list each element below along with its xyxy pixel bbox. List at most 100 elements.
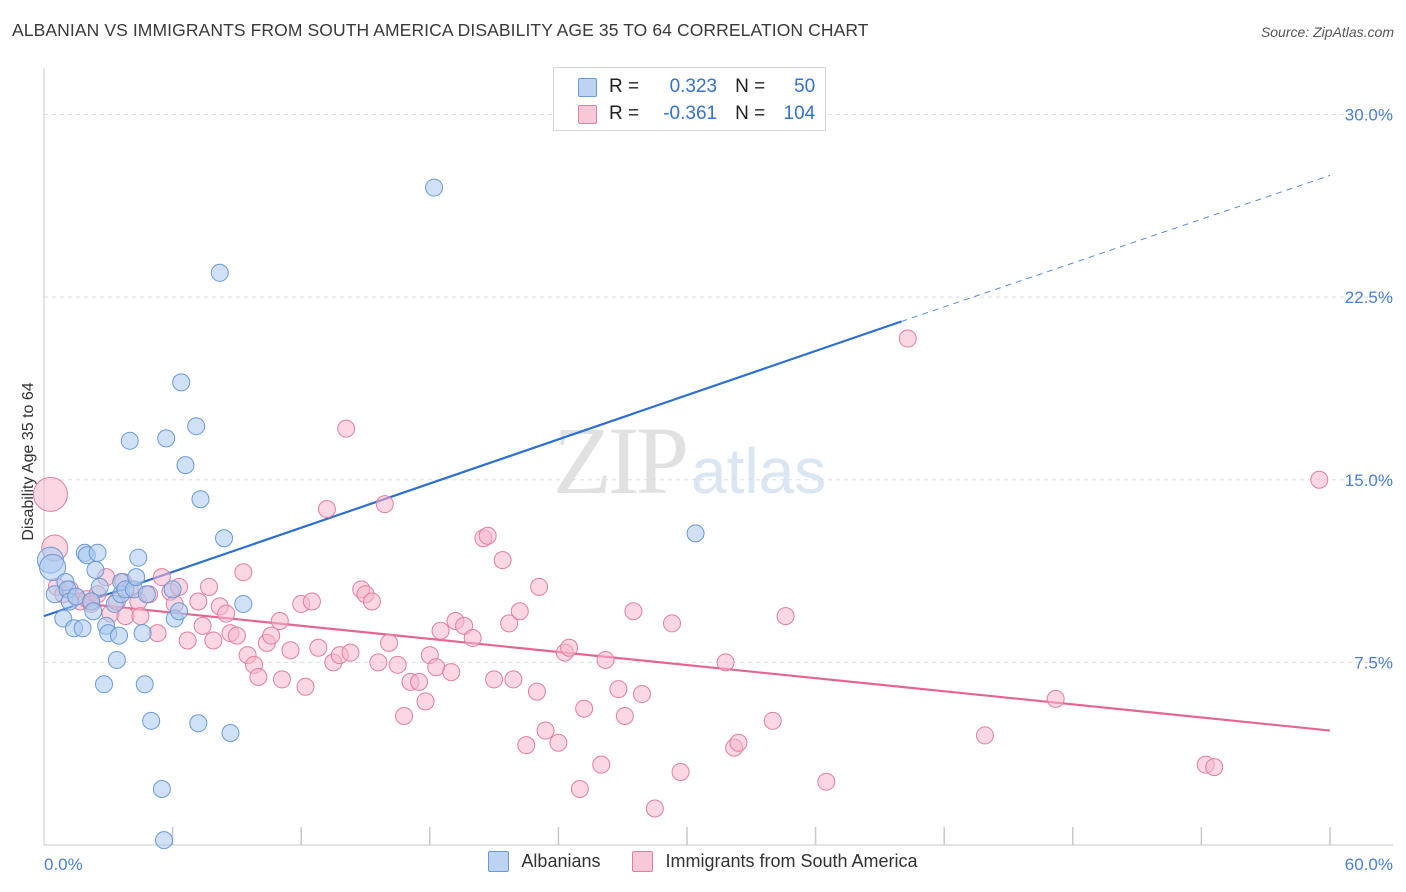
albanians-trendline — [43, 320, 902, 618]
immigrants-point — [662, 614, 681, 633]
immigrants-point — [427, 658, 446, 677]
y-tick-label: 22.5% — [1345, 288, 1393, 307]
immigrants-point — [485, 670, 504, 689]
immigrants-point — [152, 568, 171, 587]
albanians-point — [686, 524, 705, 543]
tick-labels: 7.5% 15.0% 22.5% 30.0% 0.0% 60.0% Disability A… — [20, 106, 1393, 874]
immigrants-point — [517, 736, 536, 755]
immigrants-point — [560, 638, 579, 657]
legend-n-label: N = — [735, 103, 766, 124]
y-tick-label: 7.5% — [1354, 653, 1393, 672]
immigrants-point — [395, 706, 414, 725]
legend-r-label: R = — [609, 76, 640, 97]
albanians-point — [67, 587, 86, 606]
immigrants-point — [375, 495, 394, 514]
immigrants-point — [609, 680, 628, 699]
immigrants-point — [32, 476, 68, 512]
albanians-point — [90, 577, 109, 596]
albanians-point — [73, 619, 92, 638]
immigrants-legend-swatch — [632, 851, 654, 872]
immigrants-swatch — [578, 104, 597, 124]
immigrants-points — [32, 329, 1329, 818]
series-legend: Albanians Immigrants from South America — [0, 851, 1406, 872]
immigrants-point — [217, 604, 236, 623]
albanians-point — [84, 602, 103, 621]
axes — [43, 68, 1393, 846]
immigrants-legend-label: Immigrants from South America — [665, 851, 918, 871]
immigrants-point — [527, 682, 546, 701]
albanians-point — [129, 548, 148, 567]
immigrants-point — [388, 655, 407, 674]
immigrants-point — [193, 616, 212, 635]
immigrants-point — [671, 762, 690, 781]
immigrants-point — [270, 611, 289, 630]
albanians-point — [152, 779, 171, 798]
immigrants-point — [536, 721, 555, 740]
immigrants-point — [416, 692, 435, 711]
immigrants-point — [975, 726, 994, 745]
albanians-point — [137, 585, 156, 604]
legend-r-value: -0.361 — [663, 103, 718, 124]
y-axis-title: Disability Age 35 to 64 — [20, 382, 37, 540]
legend-item-immigrants[interactable]: Immigrants from South America — [632, 851, 918, 872]
immigrants-point — [431, 621, 450, 640]
immigrants-point — [148, 624, 167, 643]
immigrants-point — [317, 499, 336, 518]
albanians-point — [425, 178, 444, 197]
immigrants-point — [296, 677, 315, 696]
immigrants-point — [500, 614, 519, 633]
immigrants-point — [410, 672, 429, 691]
immigrants-point — [1046, 689, 1065, 708]
immigrants-point — [262, 626, 281, 645]
albanians-point — [157, 429, 176, 448]
immigrants-point — [281, 641, 300, 660]
immigrants-point — [817, 772, 836, 791]
immigrants-point — [549, 733, 568, 752]
legend-n-value: 50 — [794, 76, 816, 97]
albanians-point — [88, 543, 107, 562]
albanians-trendline-extension — [901, 174, 1331, 322]
albanians-point — [107, 650, 126, 669]
source-attribution: Source: ZipAtlas.com — [1260, 24, 1394, 40]
albanians-point — [127, 568, 146, 587]
legend-item-albanians[interactable]: Albanians — [488, 851, 600, 872]
immigrants-point — [575, 699, 594, 718]
immigrants-point — [178, 631, 197, 650]
immigrants-point — [341, 643, 360, 662]
correlation-legend: R = 0.323 N = 50 R = -0.361 N = 104 — [553, 67, 826, 131]
albanians-point — [215, 529, 234, 548]
immigrants-point — [272, 670, 291, 689]
legend-n-label: N = — [735, 76, 766, 97]
immigrants-point — [615, 706, 634, 725]
immigrants-point — [463, 629, 482, 648]
immigrants-point — [189, 592, 208, 611]
albanians-point — [163, 580, 182, 599]
immigrants-point — [632, 685, 651, 704]
immigrants-point — [776, 607, 795, 626]
x-tick-label: 0.0% — [44, 855, 83, 874]
immigrants-point — [898, 329, 917, 348]
immigrants-point — [493, 551, 512, 570]
albanians-point — [187, 417, 206, 436]
legend-n-value: 104 — [783, 103, 816, 124]
x-tick-label: 60.0% — [1345, 855, 1393, 874]
albanians-point — [176, 456, 195, 475]
albanians-point — [221, 723, 240, 742]
immigrants-point — [1205, 758, 1224, 777]
immigrants-point — [369, 653, 388, 672]
zipatlas-watermark: ZIPatlas — [553, 407, 827, 514]
albanians-point — [95, 675, 114, 694]
legend-r-label: R = — [609, 103, 640, 124]
immigrants-point — [249, 667, 268, 686]
immigrants-point — [1310, 470, 1329, 489]
albanians-point — [39, 553, 67, 581]
immigrants-point — [131, 607, 150, 626]
immigrants-point — [227, 626, 246, 645]
immigrants-point — [645, 799, 664, 818]
immigrants-point — [729, 733, 748, 752]
immigrants-point — [337, 419, 356, 438]
albanians-point — [155, 831, 174, 850]
albanians-point — [133, 624, 152, 643]
y-tick-label: 30.0% — [1345, 106, 1393, 125]
